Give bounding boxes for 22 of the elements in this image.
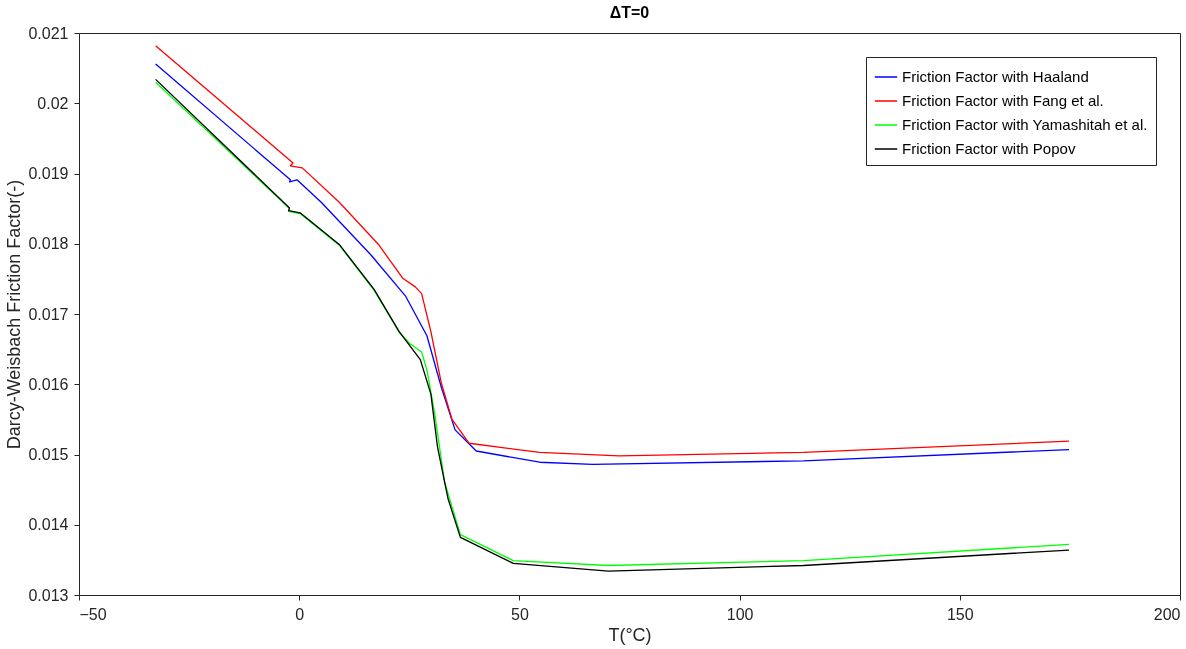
x-tick-label: −50 (79, 605, 107, 623)
x-tick-label: 200 (1153, 605, 1181, 623)
y-tick-label: 0.014 (28, 516, 69, 534)
y-tick-label: 0.021 (28, 24, 69, 42)
legend-label: Friction Factor with Popov (902, 140, 1076, 157)
y-axis-title: Darcy-Weisbach Friction Factor(-) (4, 179, 25, 450)
x-tick-label: 100 (726, 605, 754, 623)
legend-label: Friction Factor with Yamashitah et al. (902, 116, 1148, 133)
x-tick-label: 150 (946, 605, 974, 623)
legend-label: Friction Factor with Haaland (902, 68, 1089, 85)
y-tick-label: 0.019 (28, 165, 69, 182)
legend-label: Friction Factor with Fang et al. (902, 92, 1104, 109)
x-axis-title: T(°C) (608, 624, 652, 645)
y-tick-label: 0.016 (28, 375, 69, 393)
y-tick-label: 0.02 (37, 94, 69, 112)
y-tick-label: 0.018 (28, 235, 69, 253)
x-tick-label: 0 (295, 605, 305, 623)
x-tick-label: 50 (511, 605, 529, 623)
y-tick-label: 0.015 (28, 446, 69, 463)
y-tick-label: 0.017 (28, 305, 69, 323)
chart-title: ΔT=0 (609, 4, 650, 21)
y-tick-label: 0.013 (28, 586, 69, 604)
